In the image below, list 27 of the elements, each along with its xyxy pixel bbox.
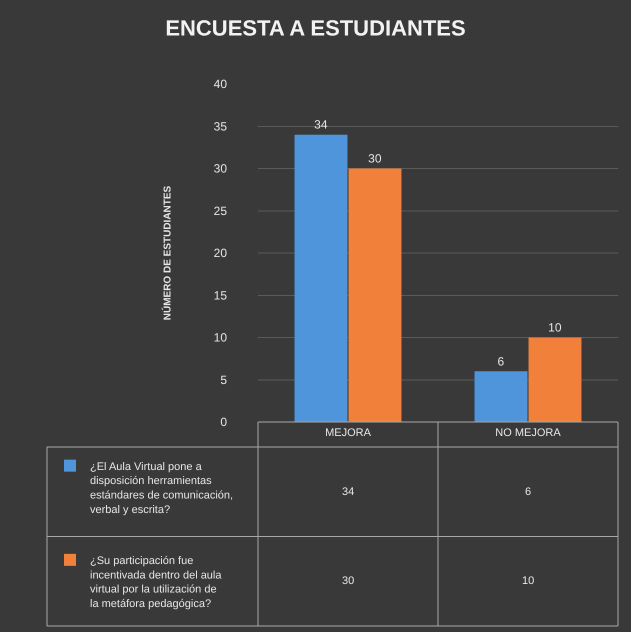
chart-title: ENCUESTA A ESTUDIANTES	[165, 16, 466, 41]
y-tick-label: 35	[214, 119, 228, 134]
text: 34	[342, 486, 354, 498]
data-label: 6	[498, 354, 504, 368]
y-tick-label: 0	[220, 415, 228, 430]
y-tick-label: 10	[214, 330, 228, 345]
y-tick-label: 15	[214, 288, 228, 302]
bar	[294, 134, 348, 422]
y-tick-label: 40	[214, 77, 228, 92]
bar	[474, 371, 528, 422]
y-tick-label: 30	[214, 162, 228, 176]
text: 10	[522, 575, 534, 587]
y-axis-title: NÚMERO DE ESTUDIANTES	[162, 185, 174, 320]
y-tick-label: 25	[214, 204, 228, 218]
legend-label: ¿Su participación fue incentivada dentro del aula virtual por la utilización de la metáfora pedagógica?	[90, 555, 222, 610]
y-tick-label: 20	[214, 246, 228, 260]
x-tick-label: NO MEJORA	[495, 427, 562, 439]
legend-label: ¿El Aula Virtual pone a disposición herramientas estándares de comunicación, verbal y escrita?	[90, 460, 234, 516]
y-tick-label: 5	[220, 372, 228, 387]
x-tick-label: MEJORA	[325, 427, 372, 439]
data-label: 10	[548, 320, 562, 334]
data-label: 34	[314, 118, 328, 132]
text: 6	[525, 486, 532, 498]
data-label: 30	[368, 152, 382, 166]
text: 30	[342, 575, 354, 587]
bar	[348, 168, 402, 422]
bar	[528, 338, 582, 422]
